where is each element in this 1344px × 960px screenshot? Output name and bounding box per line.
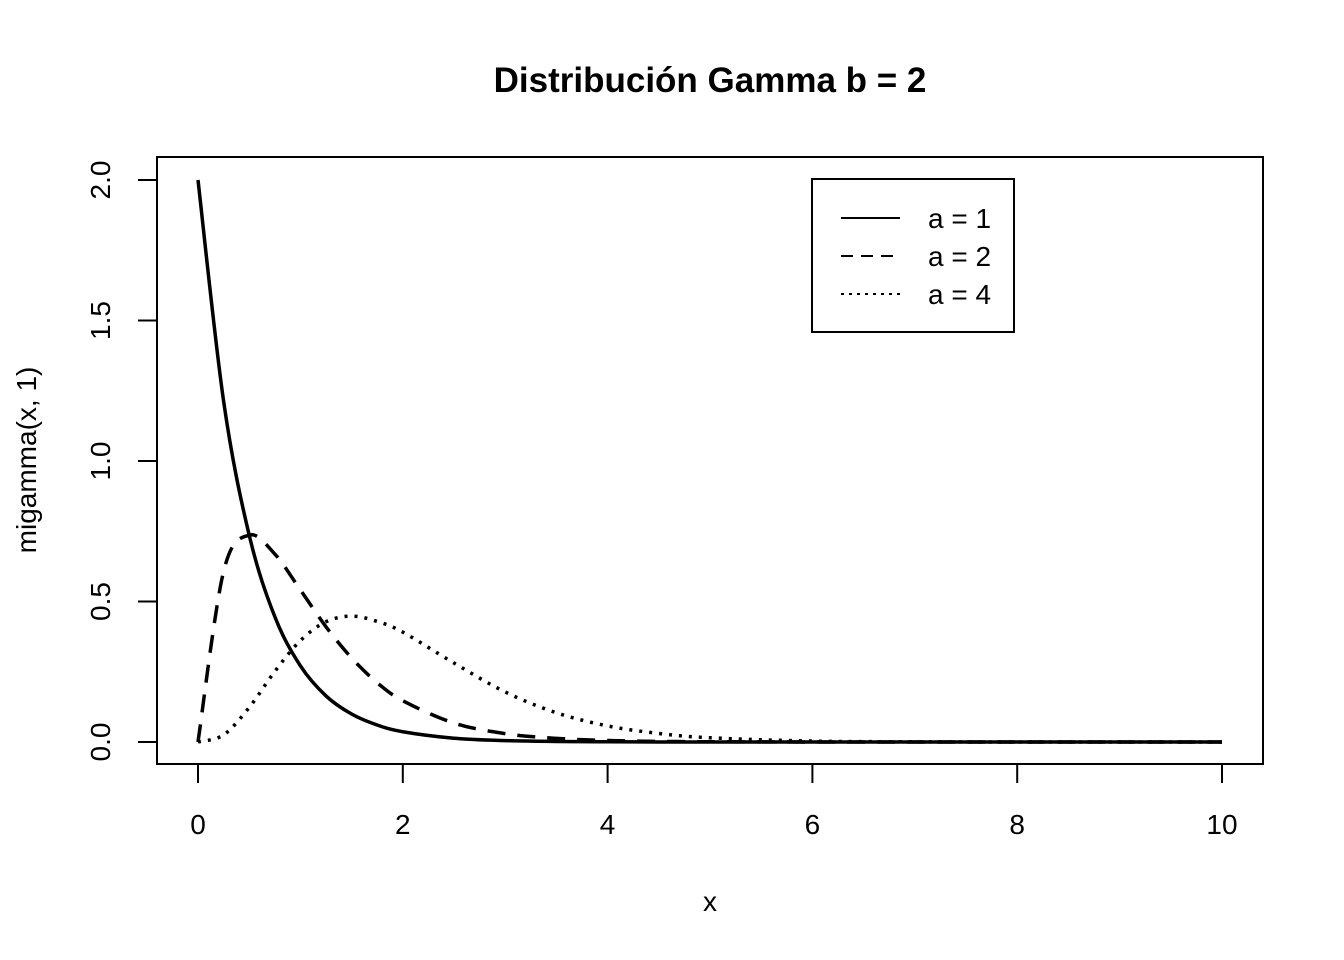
x-axis-label: x [703, 886, 717, 917]
legend-label: a = 4 [928, 279, 991, 310]
x-tick-label: 10 [1206, 809, 1237, 840]
x-tick-label: 2 [395, 809, 411, 840]
x-axis: 0 2 4 6 8 10 [190, 763, 1238, 840]
y-tick-label: 1.5 [85, 301, 116, 340]
y-tick-label: 2.0 [85, 161, 116, 200]
x-tick-label: 8 [1009, 809, 1025, 840]
y-axis-label: migamma(x, 1) [11, 367, 42, 554]
chart-title: Distribución Gamma b = 2 [494, 61, 927, 100]
y-tick-label: 1.0 [85, 442, 116, 481]
y-axis: 0.0 0.5 1.0 1.5 2.0 [85, 161, 158, 762]
legend-label: a = 1 [928, 203, 991, 234]
plot-frame [156, 156, 1264, 765]
y-tick-label: 0.5 [85, 582, 116, 621]
series-line-1 [196, 179, 1222, 744]
series-line-2 [196, 533, 1222, 744]
series-line-3 [197, 614, 1223, 744]
x-tick-label: 0 [190, 809, 206, 840]
legend: a = 1 a = 2 a = 4 [811, 178, 1015, 333]
x-tick-label: 6 [805, 809, 821, 840]
series-layer [196, 179, 1223, 744]
legend-label: a = 2 [928, 241, 991, 272]
x-tick-label: 4 [600, 809, 616, 840]
y-tick-label: 0.0 [85, 723, 116, 762]
